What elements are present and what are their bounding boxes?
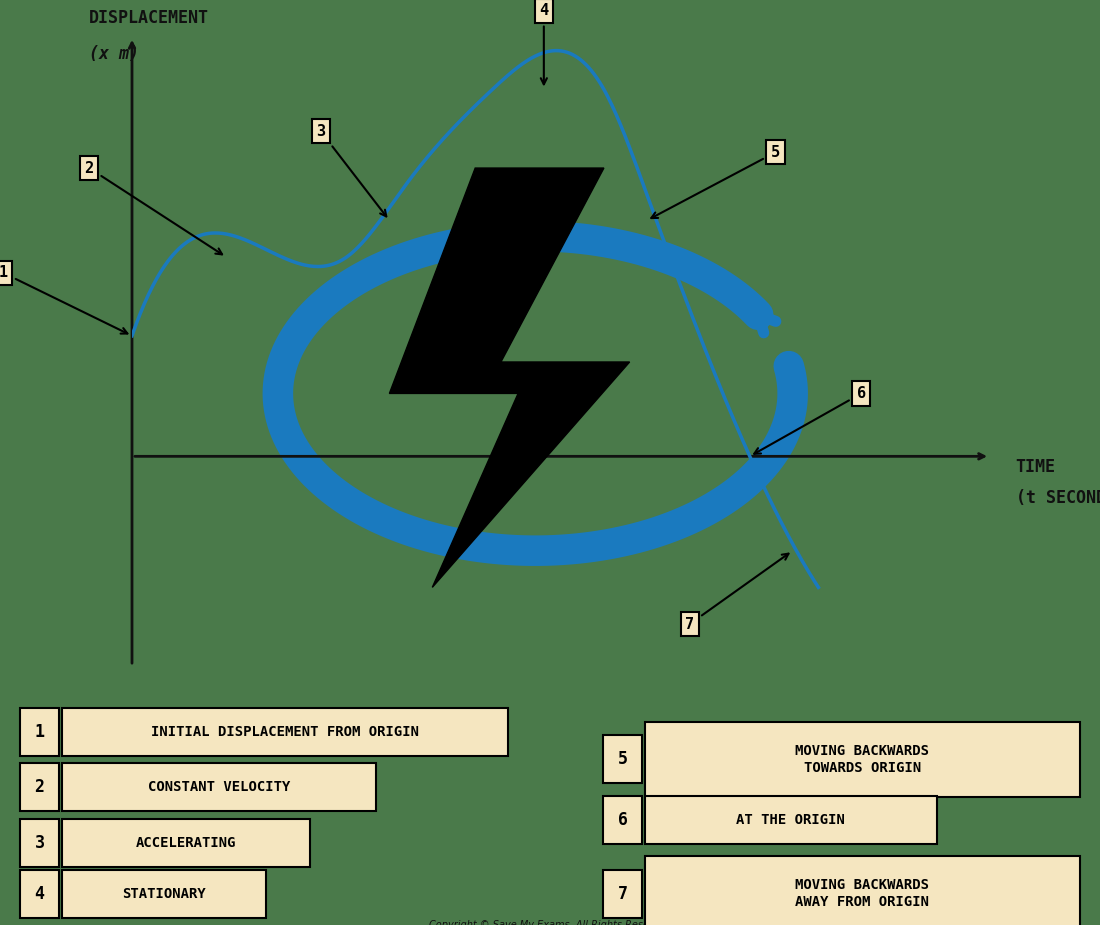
Text: 2: 2	[34, 778, 45, 796]
Text: 1: 1	[0, 265, 128, 334]
FancyBboxPatch shape	[20, 763, 59, 811]
Text: 4: 4	[539, 4, 549, 84]
Text: 2: 2	[85, 161, 222, 254]
FancyBboxPatch shape	[603, 796, 642, 844]
Text: MOVING BACKWARDS
AWAY FROM ORIGIN: MOVING BACKWARDS AWAY FROM ORIGIN	[795, 879, 930, 908]
FancyBboxPatch shape	[20, 708, 59, 756]
Text: 3: 3	[316, 124, 386, 216]
Text: CONSTANT VELOCITY: CONSTANT VELOCITY	[147, 780, 290, 795]
Text: (x m): (x m)	[89, 45, 139, 63]
Text: TIME: TIME	[1015, 458, 1056, 475]
FancyBboxPatch shape	[603, 735, 642, 783]
FancyBboxPatch shape	[62, 763, 376, 811]
Text: 5: 5	[651, 145, 780, 218]
Text: INITIAL DISPLACEMENT FROM ORIGIN: INITIAL DISPLACEMENT FROM ORIGIN	[151, 724, 419, 739]
Text: DISPLACEMENT: DISPLACEMENT	[89, 8, 209, 27]
FancyBboxPatch shape	[20, 819, 59, 867]
FancyBboxPatch shape	[62, 708, 508, 756]
Text: 7: 7	[685, 554, 789, 632]
Text: 4: 4	[34, 884, 45, 903]
FancyBboxPatch shape	[20, 870, 59, 918]
FancyBboxPatch shape	[62, 870, 266, 918]
Text: (t SECONDS): (t SECONDS)	[1015, 489, 1100, 507]
Text: AT THE ORIGIN: AT THE ORIGIN	[737, 812, 845, 827]
Text: 7: 7	[617, 884, 628, 903]
FancyBboxPatch shape	[603, 870, 642, 918]
Text: Copyright © Save My Exams. All Rights Reserved: Copyright © Save My Exams. All Rights Re…	[429, 919, 671, 925]
Text: 1: 1	[34, 722, 45, 741]
FancyBboxPatch shape	[645, 796, 937, 844]
Text: MOVING BACKWARDS
TOWARDS ORIGIN: MOVING BACKWARDS TOWARDS ORIGIN	[795, 745, 930, 774]
FancyBboxPatch shape	[62, 819, 310, 867]
Text: 6: 6	[617, 810, 628, 829]
Text: STATIONARY: STATIONARY	[122, 886, 206, 901]
Text: 6: 6	[755, 386, 866, 454]
FancyBboxPatch shape	[645, 722, 1080, 796]
Text: 3: 3	[34, 833, 45, 852]
Text: ACCELERATING: ACCELERATING	[135, 835, 236, 850]
Polygon shape	[389, 168, 629, 587]
FancyBboxPatch shape	[645, 857, 1080, 925]
Text: 5: 5	[617, 750, 628, 769]
